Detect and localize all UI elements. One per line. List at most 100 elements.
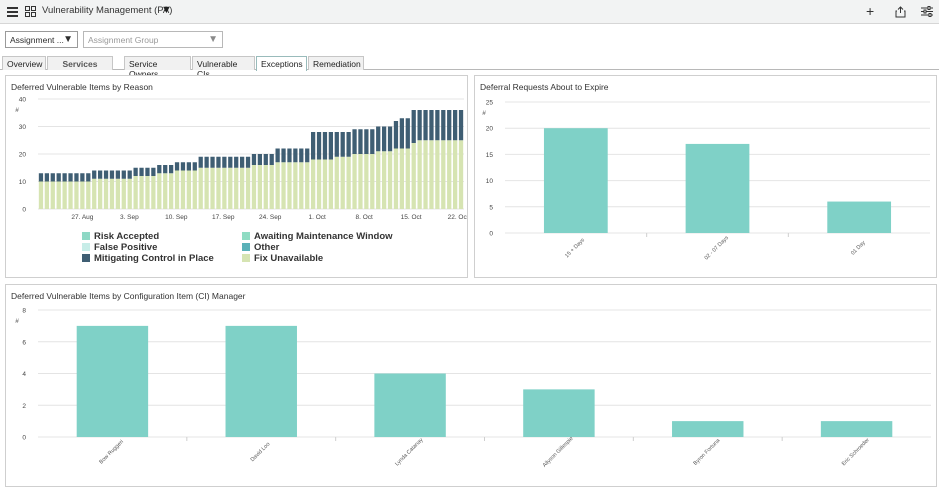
bar-segment — [322, 159, 328, 209]
y-tick-label: 25 — [486, 100, 494, 107]
y-tick-label: 15 — [486, 152, 494, 159]
bar-segment — [157, 165, 162, 174]
legend-swatch — [242, 232, 250, 240]
bar-segment — [38, 181, 44, 209]
bar-segment — [97, 178, 103, 209]
assignment-select[interactable]: Assignment ... ▼ — [5, 31, 78, 48]
bar-segment — [316, 132, 322, 160]
bar-segment — [458, 140, 464, 209]
tab-bar: Overview Services Service Owners Vulnera… — [0, 54, 939, 79]
tab-remediation[interactable]: Remediation — [308, 56, 364, 70]
bar-segment — [109, 170, 115, 179]
assignment-group-placeholder: Assignment Group — [88, 35, 159, 45]
dashboard-title[interactable]: Vulnerability Management (PA) — [42, 5, 173, 16]
x-tick-label: 22. Oct — [448, 214, 467, 221]
bar-segment — [245, 167, 251, 209]
x-tick-label: 27. Aug — [71, 214, 93, 221]
bar-segment — [381, 151, 387, 209]
expire-chart-card: Deferral Requests About to Expire 0 5 10 15… — [474, 75, 937, 278]
legend-item-other[interactable]: Other — [242, 242, 279, 253]
bar-segment — [370, 129, 375, 154]
bar-segment — [429, 140, 434, 209]
expire-chart: 0 5 10 15 20 25#15 + Days 02 - 07 Days 01 Day — [482, 100, 930, 261]
bar-segment — [305, 162, 310, 209]
bar-segment — [393, 148, 399, 209]
y-tick-label: 0 — [22, 435, 26, 442]
legend-swatch — [242, 254, 250, 262]
bar-segment — [322, 132, 328, 160]
bar-segment — [251, 165, 257, 209]
bar-segment — [127, 170, 132, 179]
bar-segment — [121, 170, 126, 179]
app-header: Vulnerability Management (PA) ▼ + — [0, 0, 939, 24]
bar-segment — [441, 110, 446, 141]
bar-segment — [151, 167, 156, 176]
legend-item-mitigating-control[interactable]: Mitigating Control in Place — [82, 253, 214, 264]
bar-segment — [441, 140, 446, 209]
bar-segment — [305, 148, 310, 163]
bar-segment — [109, 178, 115, 209]
bar-segment — [80, 181, 85, 209]
share-icon[interactable] — [895, 6, 906, 18]
add-icon[interactable]: + — [866, 3, 875, 19]
bar-segment — [275, 162, 280, 209]
bar-segment — [411, 143, 416, 209]
bar-segment — [346, 132, 351, 157]
tab-services[interactable]: Services — [47, 56, 113, 70]
chevron-down-icon[interactable]: ▼ — [161, 4, 172, 16]
bar-segment — [358, 129, 363, 154]
y-tick-label: 5 — [489, 204, 493, 211]
bar-segment — [299, 148, 304, 163]
bar-segment — [245, 156, 251, 168]
bar-segment — [92, 178, 97, 209]
bar-segment — [103, 178, 109, 209]
tab-vulnerable-cis[interactable]: Vulnerable CIs — [192, 56, 255, 79]
tab-exceptions[interactable]: Exceptions — [256, 56, 307, 71]
bar — [543, 128, 608, 233]
bar-segment — [80, 173, 85, 182]
chevron-down-icon: ▼ — [63, 34, 73, 45]
assignment-group-select[interactable]: Assignment Group ▼ — [83, 31, 223, 48]
legend-swatch — [82, 254, 90, 262]
bar-segment — [281, 148, 286, 163]
legend-item-false-positive[interactable]: False Positive — [82, 242, 157, 253]
y-axis-label: # — [15, 107, 19, 114]
bar-segment — [92, 170, 97, 179]
bar-segment — [222, 156, 227, 168]
assignment-select-value: Assignment ... — [10, 35, 64, 45]
bar-segment — [399, 148, 405, 209]
legend-item-awaiting-maintenance[interactable]: Awaiting Maintenance Window — [242, 231, 393, 242]
y-tick-label: 6 — [22, 339, 26, 346]
bar-segment — [86, 181, 91, 209]
bar — [523, 389, 595, 437]
bar-segment — [86, 173, 91, 182]
reason-chart-legend: Risk Accepted Awaiting Maintenance Windo… — [82, 231, 462, 277]
bar-segment — [387, 126, 393, 152]
tab-service-owners[interactable]: Service Owners — [124, 56, 191, 79]
bar-segment — [151, 176, 156, 209]
bar-segment — [393, 121, 399, 149]
bar-segment — [121, 178, 126, 209]
legend-item-fix-unavailable[interactable]: Fix Unavailable — [242, 253, 323, 264]
bar-segment — [228, 156, 233, 168]
x-tick-label: Allyson Gillespie — [542, 436, 575, 469]
bar-segment — [115, 178, 121, 209]
bar-segment — [56, 173, 61, 182]
bar-segment — [376, 126, 381, 152]
reason-chart-title: Deferred Vulnerable Items by Reason — [11, 82, 153, 92]
bar-segment — [163, 165, 168, 174]
bar — [820, 421, 893, 437]
y-tick-label: 20 — [486, 126, 494, 133]
dashboard-grid-icon[interactable] — [25, 6, 36, 17]
legend-item-risk-accepted[interactable]: Risk Accepted — [82, 231, 159, 242]
bar-segment — [192, 170, 197, 209]
bar-segment — [458, 110, 464, 141]
bar-segment — [198, 156, 203, 168]
settings-sliders-icon[interactable] — [921, 6, 933, 17]
bar — [685, 143, 750, 233]
bar — [672, 421, 744, 437]
menu-icon[interactable] — [7, 7, 18, 17]
bar-segment — [133, 167, 138, 176]
tab-overview[interactable]: Overview — [2, 56, 46, 70]
bar-segment — [210, 167, 215, 209]
